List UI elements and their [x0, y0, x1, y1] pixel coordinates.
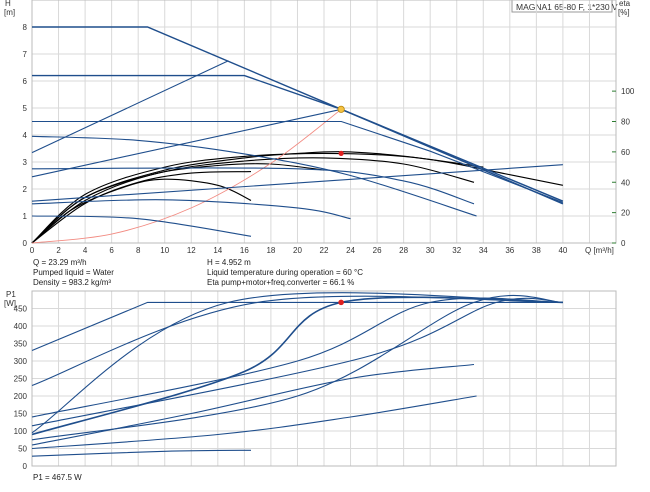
x-tick-label: 34	[479, 246, 488, 255]
y-tick-label: 8	[23, 23, 28, 32]
head-panel: 0 2 4 6 8 10 12 14 16 18 20 22 24 26 28 30 32 34 36 38 40012…	[23, 0, 635, 255]
header-badge-text: MAGNA1 65-80 F, 1*230 V	[516, 2, 618, 12]
x-tick-label: 12	[187, 246, 196, 255]
x-tick-label: 20	[293, 246, 302, 255]
p1-tick-label: 150	[14, 410, 28, 419]
p1-tick-label: 200	[14, 392, 28, 401]
x-tick-label: 24	[346, 246, 355, 255]
p1-tick-label: 450	[14, 305, 28, 314]
system-curve	[31, 108, 342, 244]
head-curve	[31, 135, 477, 217]
x-tick-label: 38	[532, 246, 541, 255]
efficiency-curve	[31, 157, 475, 244]
p1-tick-label: 50	[18, 445, 27, 454]
y-axis-label-h: H	[5, 0, 11, 8]
header-badge-box	[511, 0, 613, 13]
power-curve	[31, 449, 252, 457]
y2-tick-label: 100	[621, 87, 635, 96]
p1-tick-label: 400	[14, 322, 28, 331]
info-eta: Eta pump+motor+freq.converter = 66.1 %	[207, 278, 354, 287]
power-plot-frame	[31, 290, 617, 467]
x-tick-label: 10	[160, 246, 169, 255]
power-panel: 0 50 100 150 200 250 300 350 400 450	[14, 290, 617, 471]
head-curve	[32, 74, 564, 202]
x-tick-label: 26	[373, 246, 382, 255]
y2-tick-label: 0	[621, 239, 626, 248]
x-tick-label: 6	[109, 246, 114, 255]
x-tick-label: 2	[56, 246, 61, 255]
x-tick-label: 18	[266, 246, 275, 255]
x-tick-label: 30	[426, 246, 435, 255]
power-duty-point-marker	[338, 299, 344, 306]
y-tick-label: 7	[23, 50, 28, 59]
y2-tick-label: 40	[621, 178, 630, 187]
y2-axis-label-eta: eta	[619, 0, 631, 8]
x-tick-label: 28	[399, 246, 408, 255]
x-tick-label: 16	[240, 246, 249, 255]
y-tick-label: 0	[23, 239, 28, 248]
head-curve	[31, 167, 475, 205]
info-h: H = 4.952 m	[207, 258, 251, 267]
x-axis-label-q: Q [m³/h]	[585, 246, 614, 255]
power-curve	[31, 395, 477, 450]
info-p1: P1 = 467.5 W	[33, 473, 82, 482]
p1-tick-label: 350	[14, 340, 28, 349]
x-tick-label: 8	[136, 246, 141, 255]
p1-tick-label: 250	[14, 375, 28, 384]
y-tick-label: 2	[23, 185, 28, 194]
x-tick-label: 36	[505, 246, 514, 255]
head-rising-line	[31, 60, 229, 154]
y-tick-label: 1	[23, 212, 28, 221]
info-liquid: Pumped liquid = Water	[33, 268, 114, 277]
y-tick-label: 4	[23, 131, 28, 140]
head-rising-line	[31, 164, 563, 202]
head-curve	[32, 26, 564, 205]
y-axis-label-p1-unit: [W]	[4, 299, 16, 308]
efficiency-curve	[31, 178, 252, 244]
y-tick-label: 3	[23, 158, 28, 167]
head-curve	[31, 215, 252, 237]
duty-point-marker	[337, 105, 345, 113]
head-rising-line	[31, 108, 342, 178]
x-tick-label: 0	[30, 246, 35, 255]
head-curve	[31, 199, 351, 220]
power-curve	[31, 363, 475, 446]
info-temperature: Liquid temperature during operation = 60…	[207, 268, 363, 277]
power-curve	[31, 294, 563, 441]
p1-tick-label: 300	[14, 357, 28, 366]
efficiency-point-marker	[338, 150, 344, 156]
info-q: Q = 23.29 m³/h	[33, 258, 87, 267]
y-tick-label: 5	[23, 104, 28, 113]
x-tick-label: 4	[83, 246, 88, 255]
x-tick-label: 40	[558, 246, 567, 255]
head-curve	[32, 120, 564, 204]
y2-tick-label: 20	[621, 209, 630, 218]
y2-tick-label: 80	[621, 118, 630, 127]
x-tick-label: 22	[320, 246, 329, 255]
y-tick-label: 6	[23, 77, 28, 86]
efficiency-curve	[31, 152, 484, 244]
efficiency-curve	[31, 163, 325, 244]
y2-tick-label: 60	[621, 148, 630, 157]
info-density: Density = 983.2 kg/m³	[33, 278, 111, 287]
y2-axis-label-eta-unit: [%]	[618, 8, 630, 17]
p1-tick-label: 100	[14, 427, 28, 436]
y-axis-label-p1: P1	[6, 290, 16, 299]
p1-tick-label: 0	[23, 462, 28, 471]
y-axis-label-h-unit: [m]	[4, 8, 15, 17]
x-tick-label: 14	[213, 246, 222, 255]
power-curve	[31, 297, 563, 418]
power-curve	[31, 301, 563, 352]
x-tick-label: 32	[452, 246, 461, 255]
power-curve	[31, 297, 563, 427]
